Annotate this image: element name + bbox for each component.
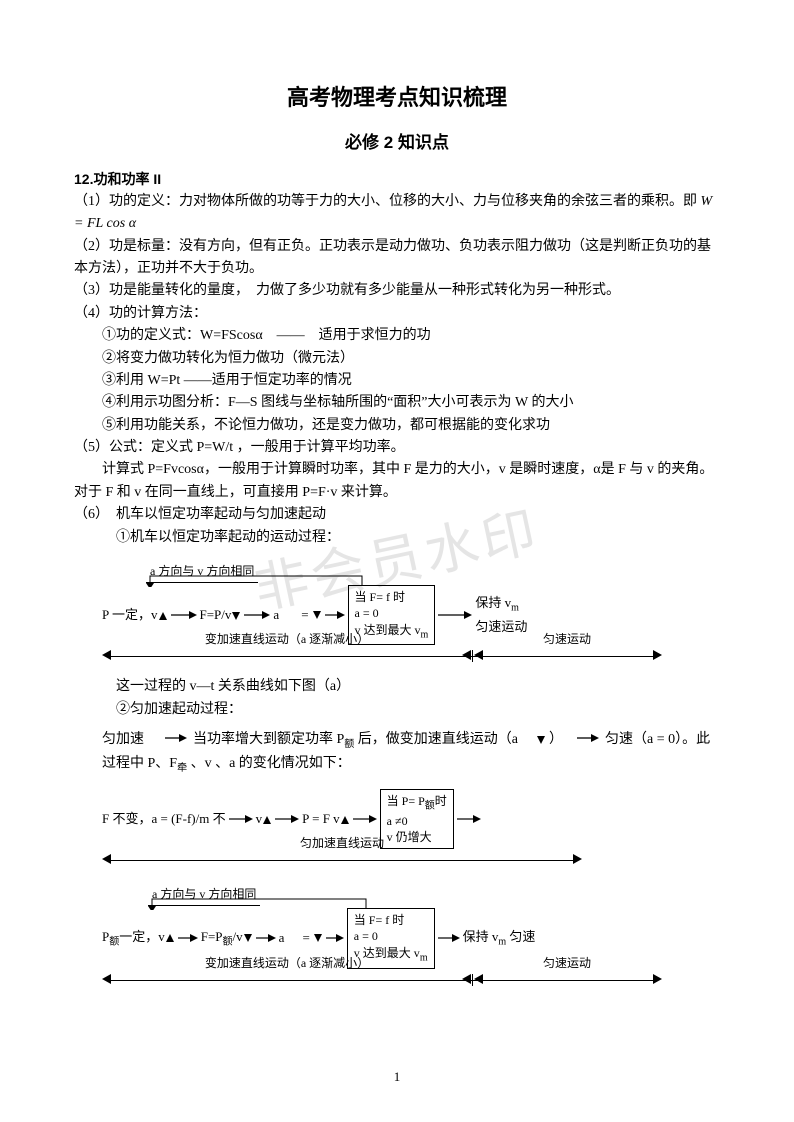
down-arrow-icon — [313, 611, 321, 619]
up-arrow-icon — [341, 816, 349, 824]
para-1-text: （1）功的定义：力对物体所做的功等于力的大小、位移的大小、力与位移夹角的余弦三者… — [74, 194, 697, 209]
arrow-right-icon — [438, 932, 460, 944]
flow1-eq: = — [301, 605, 308, 626]
flow3-c2: F=P额/v — [201, 927, 253, 951]
arrow-right-icon — [438, 609, 472, 621]
flow1-seg1: 变加速直线运动（a 逐渐减小） — [205, 630, 369, 649]
flow2-c1: F 不变，a = (F-f)/m 不 — [102, 809, 226, 830]
para-6: （6） 机车以恒定功率起动与匀加速起动 — [74, 504, 720, 526]
para-4-5: ⑤利用功能关系，不论恒力做功，还是变力做功，都可根据能的变化求功 — [74, 415, 720, 437]
arrow-right-icon — [326, 932, 344, 944]
arrow-right-icon — [256, 932, 276, 944]
mid-2: ②匀加速起动过程： — [74, 699, 720, 721]
para-4-4: ④利用示功图分析：F—S 图线与坐标轴所围的“面积”大小可表示为 W 的大小 — [74, 392, 720, 414]
arrow-right-icon — [171, 609, 197, 621]
flow2-c2: v — [256, 809, 273, 830]
para-4-1: ①功的定义式：W=FScosα —— 适用于求恒力的功 — [74, 325, 720, 347]
flow1-out: 保持 vm 匀速运动 — [475, 593, 527, 637]
para-4-3: ③利用 W=Pt ——适用于恒定功率的情况 — [74, 370, 720, 392]
flow3-c3: a — [279, 928, 285, 949]
up-arrow-icon — [263, 816, 271, 824]
flow1-seg2: 匀速运动 — [543, 630, 591, 649]
page-number: 1 — [0, 1067, 794, 1088]
down-arrow-icon — [232, 612, 240, 620]
up-arrow-icon — [166, 934, 174, 942]
flow3-ruler: 变加速直线运动（a 逐渐减小） 匀速运动 — [102, 972, 662, 988]
return-arrow-icon — [142, 573, 372, 587]
arrow-right-icon — [353, 813, 377, 825]
para-1: （1）功的定义：力对物体所做的功等于力的大小、位移的大小、力与位移夹角的余弦三者… — [74, 191, 720, 236]
return-arrow-icon — [144, 896, 374, 910]
flow1-c3: a — [273, 605, 279, 626]
down-arrow-icon — [244, 934, 252, 942]
arrow-right-icon — [178, 932, 198, 944]
down-arrow-icon — [314, 934, 322, 942]
arrow-right-icon — [325, 609, 345, 621]
page-title-main: 高考物理考点知识梳理 — [74, 80, 720, 115]
flow1-c2: F=P/v — [200, 605, 242, 626]
para-3: （3）功是能量转化的量度， 力做了多少功就有多少能量从一种形式转化为另一种形式。 — [74, 280, 720, 302]
flow1-ruler: 变加速直线运动（a 逐渐减小） 匀速运动 — [102, 648, 662, 664]
arrow-right-icon — [165, 733, 187, 743]
flow2-box: 当 P= P额时 a ≠0 v 仍增大 — [380, 789, 454, 849]
arrow-right-icon — [275, 813, 299, 825]
flow3-seg2: 匀速运动 — [543, 954, 591, 973]
flow3-out: 保持 vm 匀速 — [463, 927, 536, 951]
flow3-eq: = — [302, 928, 309, 949]
flow2-seg1: 匀加速直线运动 — [300, 834, 384, 853]
para-5b: 计算式 P=Fvcosα，一般用于计算瞬时功率，其中 F 是力的大小，v 是瞬时… — [74, 459, 720, 504]
mid-1: 这一过程的 v—t 关系曲线如下图（a） — [74, 676, 720, 698]
flow-diagram-3: a 方向与 v 方向相同 P额一定，v F=P额/v a = 当 F= f 时 … — [102, 884, 720, 987]
para-2: （2）功是标量：没有方向，但有正负。正功表示是动力做功、负功表示阻力做功（这是判… — [74, 236, 720, 281]
down-arrow-icon — [537, 736, 545, 744]
flow2-c3: P = F v — [302, 809, 350, 830]
arrow-right-icon — [457, 813, 481, 825]
flow3-c1: P额一定，v — [102, 927, 175, 951]
arrow-right-icon — [229, 813, 253, 825]
flow-diagram-1: a 方向与 v 方向相同 P 一定，v F=P/v a = 当 F= f 时 a… — [102, 561, 720, 664]
flow1-c1: P 一定，v — [102, 605, 168, 626]
para-4: （4）功的计算方法： — [74, 303, 720, 325]
arrow-right-icon — [244, 609, 270, 621]
para-5: （5）公式：定义式 P=W/t ，一般用于计算平均功率。 — [74, 437, 720, 459]
mid-3: 匀加速 当功率增大到额定功率 P额 后，做变加速直线运动（a ） 匀速（a = … — [74, 729, 720, 777]
page-title-sub: 必修 2 知识点 — [74, 129, 720, 156]
section-heading: 12.功和功率 II — [74, 168, 720, 190]
up-arrow-icon — [159, 612, 167, 620]
flow2-ruler: 匀加速直线运动 — [102, 852, 582, 868]
flow3-seg1: 变加速直线运动（a 逐渐减小） — [205, 954, 369, 973]
flow-diagram-2: F 不变，a = (F-f)/m 不 v P = F v 当 P= P额时 a … — [102, 789, 720, 868]
para-4-2: ②将变力做功转化为恒力做功（微元法） — [74, 348, 720, 370]
arrow-right-icon — [577, 733, 599, 743]
para-6-1: ①机车以恒定功率起动的运动过程： — [74, 527, 720, 549]
